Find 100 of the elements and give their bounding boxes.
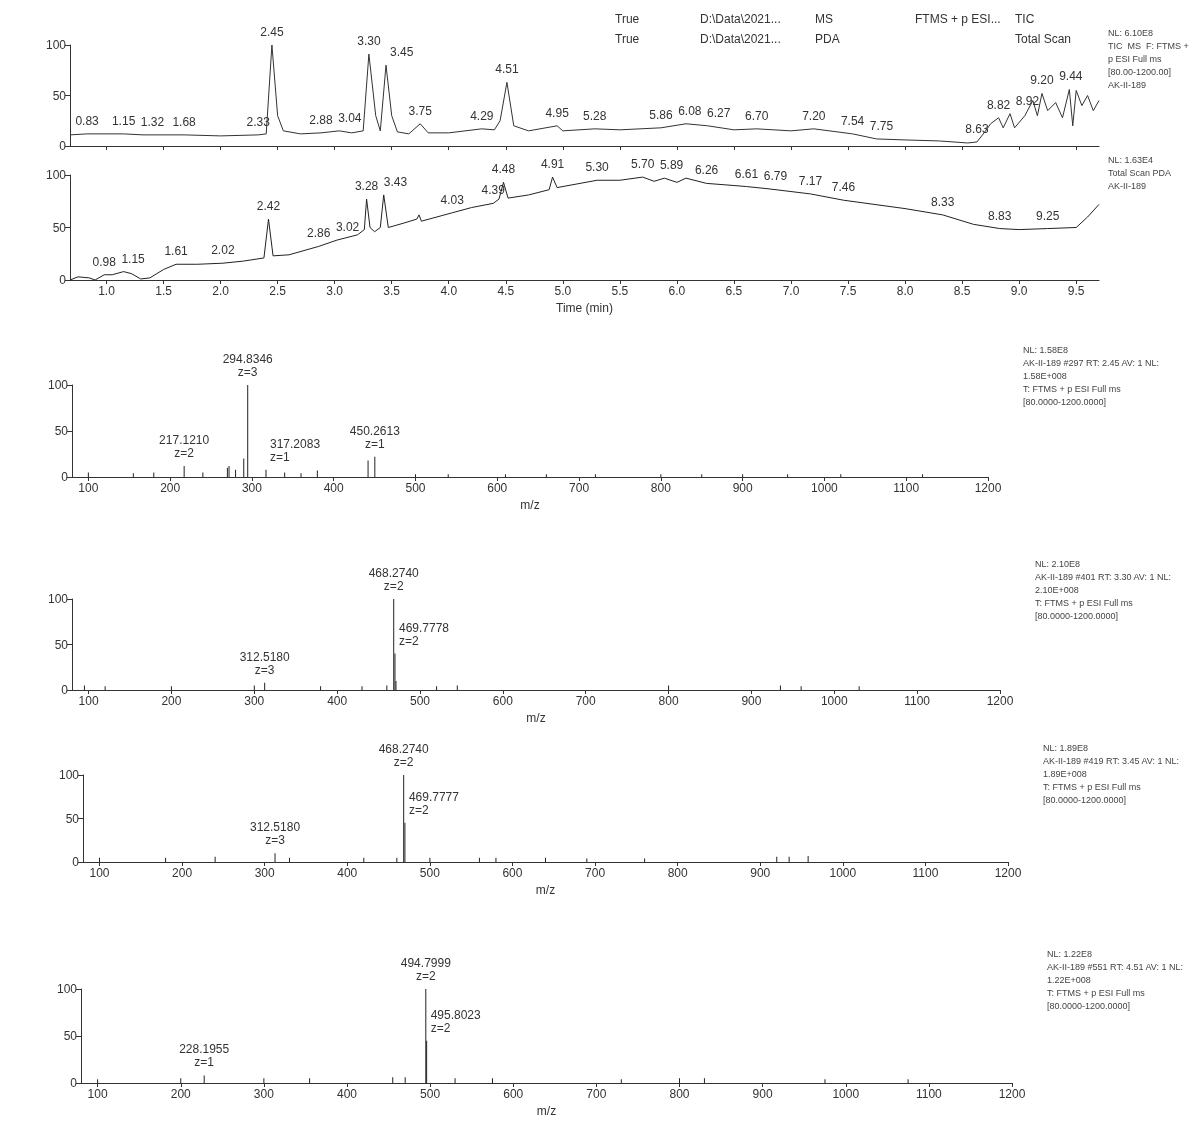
annotation: 7.54 <box>840 113 865 128</box>
x-tick-label: 1100 <box>915 1087 943 1101</box>
x-tick-label: 7.0 <box>782 284 800 298</box>
text: AK-II-189 <box>1108 180 1147 191</box>
x-tick-label: 1100 <box>912 866 939 880</box>
y-tick-label: 100 <box>45 38 67 52</box>
text: TIC MS F: FTMS + <box>1108 40 1189 51</box>
x-tick-label: 900 <box>732 481 753 495</box>
annotation: z=1 <box>364 436 385 451</box>
annotation: 9.25 <box>1035 208 1060 223</box>
y-tick-label: 100 <box>45 168 67 182</box>
text: NL: 1.63E4 <box>1108 154 1154 165</box>
annotation: 4.91 <box>540 157 565 172</box>
x-tick-label: 2.5 <box>269 284 287 298</box>
x-tick-label: 600 <box>503 1087 524 1101</box>
x-tick-label: 400 <box>336 1087 358 1101</box>
annotation: 6.27 <box>707 105 731 120</box>
annotation: 1.68 <box>172 114 197 129</box>
annotation: 0.83 <box>75 113 100 128</box>
y-tick-label: 50 <box>52 88 67 103</box>
x-tick-label: 700 <box>586 1087 607 1101</box>
annotation: 469.7777 <box>408 789 460 804</box>
x-tick-label: 700 <box>569 481 590 495</box>
text: NL: 2.10E8 <box>1035 558 1081 569</box>
annotation: z=1 <box>270 449 291 464</box>
y-tick-label: 0 <box>61 683 69 697</box>
x-tick-label: 800 <box>667 866 688 880</box>
text: AK-II-189 #551 RT: 4.51 AV: 1 NL: <box>1047 961 1183 972</box>
annotation: 8.33 <box>931 194 955 209</box>
annotation: 5.28 <box>583 108 607 123</box>
annotation: z=2 <box>174 445 195 460</box>
annotation: 6.26 <box>694 163 719 178</box>
annotation: z=2 <box>408 802 429 817</box>
annotation: 4.39 <box>481 183 506 198</box>
x-tick-label: 500 <box>419 866 441 880</box>
text: [80.0000-1200.0000] <box>1047 1000 1131 1011</box>
text: T: FTMS + p ESI Full ms <box>1043 781 1142 792</box>
x-tick-label: 8.0 <box>896 284 914 298</box>
annotation: 1.15 <box>121 251 146 266</box>
y-tick-label: 100 <box>47 592 69 606</box>
x-tick-label: 200 <box>172 866 193 880</box>
x-tick-label: 9.5 <box>1067 284 1085 298</box>
annotation: z=1 <box>194 1055 215 1070</box>
x-tick-label: 7.5 <box>839 284 857 298</box>
text: NL: 6.10E8 <box>1108 27 1154 38</box>
x-tick-label: 700 <box>585 866 606 880</box>
x-tick-label: 300 <box>244 694 265 708</box>
x-tick-label: 3.5 <box>383 284 401 298</box>
x-axis-title: m/z <box>536 1104 557 1118</box>
x-tick-label: 1000 <box>829 866 857 880</box>
annotation: 469.7778 <box>398 620 450 635</box>
x-tick-label: 800 <box>650 481 672 495</box>
x-tick-label: 5.5 <box>611 284 629 298</box>
annotation: z=3 <box>237 365 258 379</box>
text: 1.58E+008 <box>1023 370 1067 381</box>
annotation: 2.88 <box>309 112 333 127</box>
annotation: 1.32 <box>140 114 165 129</box>
annotation: 3.04 <box>338 110 362 125</box>
annotation: 7.20 <box>802 108 826 123</box>
x-tick-label: 1.5 <box>155 284 173 298</box>
y-tick-label: 100 <box>56 982 78 996</box>
y-tick-label: 0 <box>59 273 67 287</box>
annotation: 4.95 <box>545 105 570 120</box>
x-axis-title: m/z <box>520 498 540 512</box>
y-tick-label: 100 <box>47 378 69 392</box>
x-tick-label: 1000 <box>820 694 848 708</box>
annotation: 495.8023 <box>430 1007 482 1022</box>
annotation: True <box>615 32 640 46</box>
text: p ESI Full ms <box>1108 53 1163 64</box>
annotation: 6.79 <box>763 168 788 183</box>
x-axis-title: m/z <box>535 883 556 897</box>
text: [80.0000-1200.0000] <box>1043 794 1127 805</box>
annotation: PDA <box>815 32 840 46</box>
x-tick-label: 500 <box>420 1087 441 1101</box>
x-tick-label: 9.0 <box>1010 284 1028 298</box>
annotation: 3.75 <box>408 103 433 118</box>
annotation: 8.63 <box>965 121 989 136</box>
y-tick-label: 100 <box>58 768 80 782</box>
annotation: z=2 <box>383 579 404 593</box>
text: AK-II-189 #419 RT: 3.45 AV: 1 NL: <box>1043 755 1179 766</box>
annotation: z=2 <box>393 755 414 769</box>
text: [80.0000-1200.0000] <box>1023 396 1107 407</box>
x-tick-label: 400 <box>327 694 348 708</box>
text: T: FTMS + p ESI Full ms <box>1023 383 1122 394</box>
x-tick-label: 900 <box>750 866 771 880</box>
text: NL: 1.89E8 <box>1043 742 1089 753</box>
annotation: 2.33 <box>246 114 271 129</box>
annotation: 3.43 <box>383 174 408 189</box>
annotation: 468.2740 <box>368 566 420 580</box>
annotation: 5.89 <box>659 158 684 173</box>
x-tick-label: 8.5 <box>953 284 971 298</box>
text: 2.10E+008 <box>1035 584 1079 595</box>
text: T: FTMS + p ESI Full ms <box>1047 987 1146 998</box>
y-tick-label: 50 <box>63 1029 78 1043</box>
annotation: 317.2083 <box>270 436 321 451</box>
x-tick-label: 900 <box>741 694 762 708</box>
x-tick-label: 600 <box>492 694 514 708</box>
x-tick-label: 200 <box>161 694 182 708</box>
x-tick-label: 1000 <box>832 1087 860 1101</box>
annotation: 2.45 <box>260 25 284 39</box>
